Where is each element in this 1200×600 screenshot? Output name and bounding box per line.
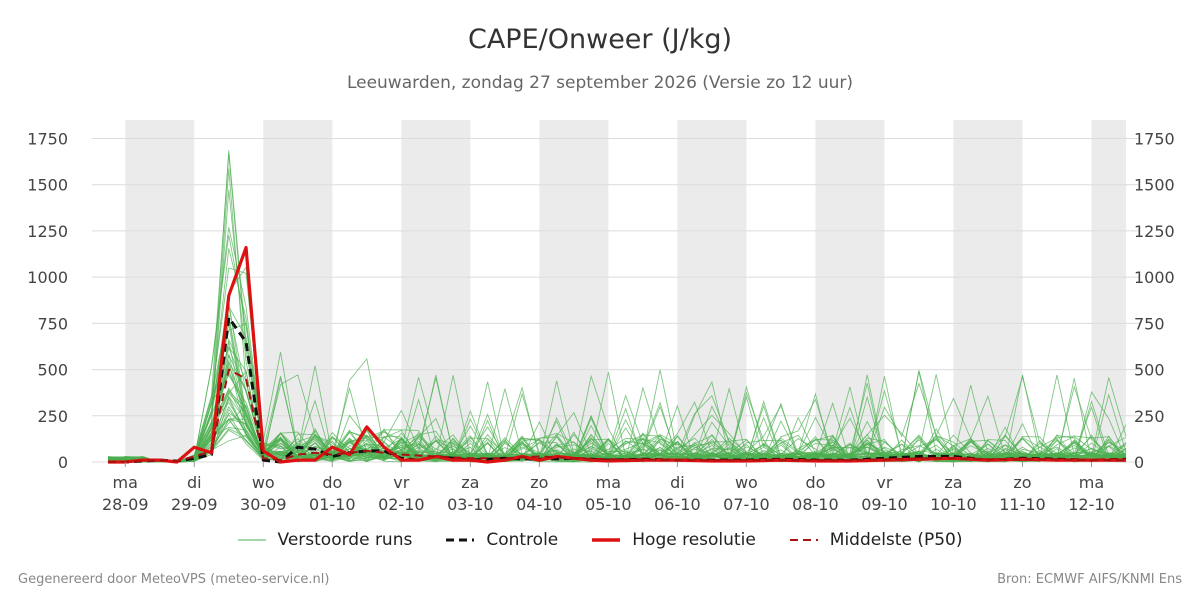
y-tick-left-1000: 1000 (27, 268, 68, 287)
x-tick-date-9: 07-10 (723, 495, 770, 514)
ensemble-member-44 (107, 369, 1127, 463)
y-tick-right-1750: 1750 (1134, 129, 1175, 148)
x-tick-date-1: 29-09 (171, 495, 218, 514)
x-tick-date-7: 05-10 (585, 495, 632, 514)
x-tick-date-8: 06-10 (654, 495, 701, 514)
x-tick-day-6: zo (530, 473, 548, 492)
legend-swatch-perturbed (237, 539, 266, 541)
legend-label-hires: Hoge resolutie (632, 530, 756, 550)
shaded-day-0 (125, 120, 195, 462)
weekday-shading (125, 120, 1126, 462)
legend-item-control[interactable]: Controle (446, 530, 558, 550)
chart-title: CAPE/Onweer (J/kg) (467, 24, 732, 55)
series-lines (108, 245, 1127, 464)
ensemble-member-33 (107, 341, 1127, 463)
x-tick-date-14: 12-10 (1068, 495, 1115, 514)
y-tick-right-1250: 1250 (1134, 222, 1175, 241)
chart-subtitle: Leeuwarden, zondag 27 september 2026 (Ve… (346, 73, 854, 93)
y-tick-right-1500: 1500 (1134, 176, 1175, 195)
y-tick-left-1250: 1250 (27, 222, 68, 241)
x-tick-day-11: vr (876, 473, 892, 492)
legend-item-hires[interactable]: Hoge resolutie (592, 530, 756, 550)
x-tick-day-10: do (805, 473, 825, 492)
legend: Verstoorde runs Controle Hoge resolutie … (0, 530, 1200, 550)
y-tick-left-0: 0 (58, 453, 68, 472)
shaded-day-7 (1091, 120, 1126, 462)
y-tick-right-750: 750 (1134, 314, 1165, 333)
legend-item-perturbed[interactable]: Verstoorde runs (237, 530, 413, 550)
legend-swatch-median (789, 539, 818, 541)
shaded-day-3 (539, 120, 609, 462)
ensemble-member-49 (107, 346, 1127, 463)
shaded-day-6 (953, 120, 1023, 462)
y-tick-left-1750: 1750 (27, 129, 68, 148)
footer-source: Bron: ECMWF AIFS/KNMI Ens (997, 572, 1182, 587)
legend-swatch-control (446, 538, 475, 542)
x-tick-date-12: 10-10 (930, 495, 977, 514)
legend-swatch-hires (592, 538, 621, 542)
y-tick-left-750: 750 (37, 314, 68, 333)
y-tick-right-500: 500 (1134, 361, 1165, 380)
series-line-0 (108, 316, 1127, 464)
y-tick-right-1000: 1000 (1134, 268, 1175, 287)
x-tick-date-2: 30-09 (240, 495, 287, 514)
x-tick-date-3: 01-10 (309, 495, 356, 514)
shaded-day-4 (677, 120, 747, 462)
x-tick-date-11: 09-10 (861, 495, 908, 514)
x-tick-day-13: zo (1013, 473, 1031, 492)
x-tick-day-5: za (461, 473, 479, 492)
x-tick-day-4: vr (393, 473, 409, 492)
y-tick-left-1500: 1500 (27, 176, 68, 195)
x-tick-day-1: di (187, 473, 202, 492)
x-tick-date-10: 08-10 (792, 495, 839, 514)
y-tick-left-500: 500 (37, 361, 68, 380)
legend-item-median[interactable]: Middelste (P50) (789, 530, 963, 550)
x-tick-day-9: wo (735, 473, 758, 492)
footer-generated-by: Gegenereerd door MeteoVPS (meteo-service… (18, 572, 330, 587)
legend-label-control: Controle (486, 530, 559, 550)
axis-labels: 0 0 250 250 500 500 750 750 1000 1000 1250 1250 1500… (27, 129, 1174, 514)
legend-label-perturbed: Verstoorde runs (277, 530, 413, 550)
x-tick-day-7: ma (596, 473, 621, 492)
x-tick-date-5: 03-10 (447, 495, 494, 514)
x-tick-date-4: 02-10 (378, 495, 425, 514)
ensemble-member-46 (107, 324, 1127, 463)
series-line-2 (108, 368, 1126, 463)
x-tick-day-0: ma (113, 473, 138, 492)
x-tick-date-13: 11-10 (999, 495, 1046, 514)
x-tick-day-12: za (944, 473, 962, 492)
y-tick-left-250: 250 (37, 407, 68, 426)
y-tick-right-0: 0 (1134, 453, 1144, 472)
x-tick-day-2: wo (252, 473, 275, 492)
x-tick-date-6: 04-10 (516, 495, 563, 514)
legend-label-median: Middelste (P50) (829, 530, 963, 550)
x-tick-day-3: do (322, 473, 342, 492)
shaded-day-2 (401, 120, 471, 462)
x-tick-date-0: 28-09 (102, 495, 149, 514)
shaded-day-5 (815, 120, 885, 462)
x-tick-day-8: di (670, 473, 685, 492)
y-tick-right-250: 250 (1134, 407, 1165, 426)
x-tick-day-14: ma (1079, 473, 1104, 492)
